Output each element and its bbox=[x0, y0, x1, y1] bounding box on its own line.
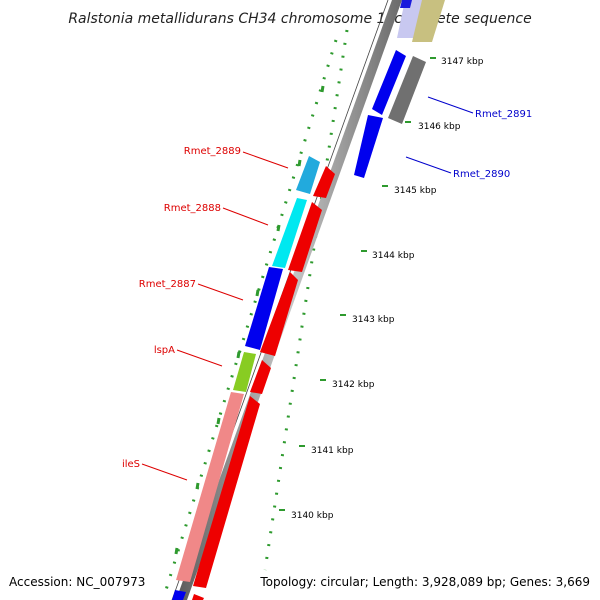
gene-top-olive[interactable] bbox=[412, 0, 445, 42]
gene-ileS[interactable] bbox=[176, 392, 244, 582]
gene-label-ileS[interactable]: ileS bbox=[122, 459, 140, 470]
inner-ruler bbox=[164, 39, 338, 591]
gene-label-rmet-2887[interactable]: Rmet_2887 bbox=[139, 279, 196, 290]
gene-rmet-2887[interactable] bbox=[245, 267, 283, 350]
gene-rmet-2891[interactable] bbox=[372, 50, 406, 115]
tick-labels: 3147 kbp 3146 kbp 3145 kbp 3144 kbp 3143… bbox=[279, 57, 484, 521]
gene-top-blue[interactable] bbox=[400, 0, 412, 8]
reverse-genes bbox=[172, 156, 335, 600]
gene-lspA-red[interactable] bbox=[250, 360, 271, 394]
tick-label: 3141 kbp bbox=[311, 446, 354, 456]
gene-label-lspA[interactable]: lspA bbox=[154, 345, 175, 356]
gene-label-rmet-2891[interactable]: Rmet_2891 bbox=[475, 109, 532, 120]
gene-rmet-2889-red[interactable] bbox=[313, 166, 335, 198]
map-title: Ralstonia metallidurans CH34 chromosome … bbox=[68, 11, 531, 27]
tick-label: 3143 kbp bbox=[352, 315, 395, 325]
outer-ruler bbox=[263, 29, 349, 571]
gene-label-rmet-2889[interactable]: Rmet_2889 bbox=[184, 146, 241, 157]
gene-rmet-2888-red[interactable] bbox=[288, 202, 322, 272]
tick-label: 3140 kbp bbox=[291, 511, 334, 521]
accession-text: Accession: NC_007973 bbox=[9, 575, 145, 589]
forward-genes bbox=[354, 0, 445, 178]
gene-ileS-red[interactable] bbox=[193, 396, 260, 588]
tick-label: 3144 kbp bbox=[372, 251, 415, 261]
gene-bottom-red[interactable] bbox=[192, 594, 204, 600]
tick-label: 3142 kbp bbox=[332, 380, 375, 390]
inner-ruler-marks bbox=[174, 85, 325, 555]
tick-label: 3146 kbp bbox=[418, 122, 461, 132]
tick-label: 3147 kbp bbox=[441, 57, 484, 67]
gene-rmet-2891-gray[interactable] bbox=[388, 56, 426, 124]
gene-label-rmet-2890[interactable]: Rmet_2890 bbox=[453, 169, 510, 180]
gene-rmet-2887-red[interactable] bbox=[260, 272, 298, 356]
summary-text: Topology: circular; Length: 3,928,089 bp… bbox=[259, 575, 590, 589]
gene-lspA[interactable] bbox=[233, 352, 256, 392]
reverse-labels: Rmet_2889 Rmet_2888 Rmet_2887 lspA ileS bbox=[122, 146, 289, 481]
gene-rmet-2889[interactable] bbox=[296, 156, 320, 194]
forward-labels: Rmet_2891 Rmet_2890 bbox=[405, 96, 532, 180]
gene-rmet-2890[interactable] bbox=[354, 115, 383, 178]
gene-bottom-blue[interactable] bbox=[172, 590, 186, 600]
tick-label: 3145 kbp bbox=[394, 186, 437, 196]
gene-rmet-2888[interactable] bbox=[272, 198, 307, 268]
gene-label-rmet-2888[interactable]: Rmet_2888 bbox=[164, 203, 221, 214]
